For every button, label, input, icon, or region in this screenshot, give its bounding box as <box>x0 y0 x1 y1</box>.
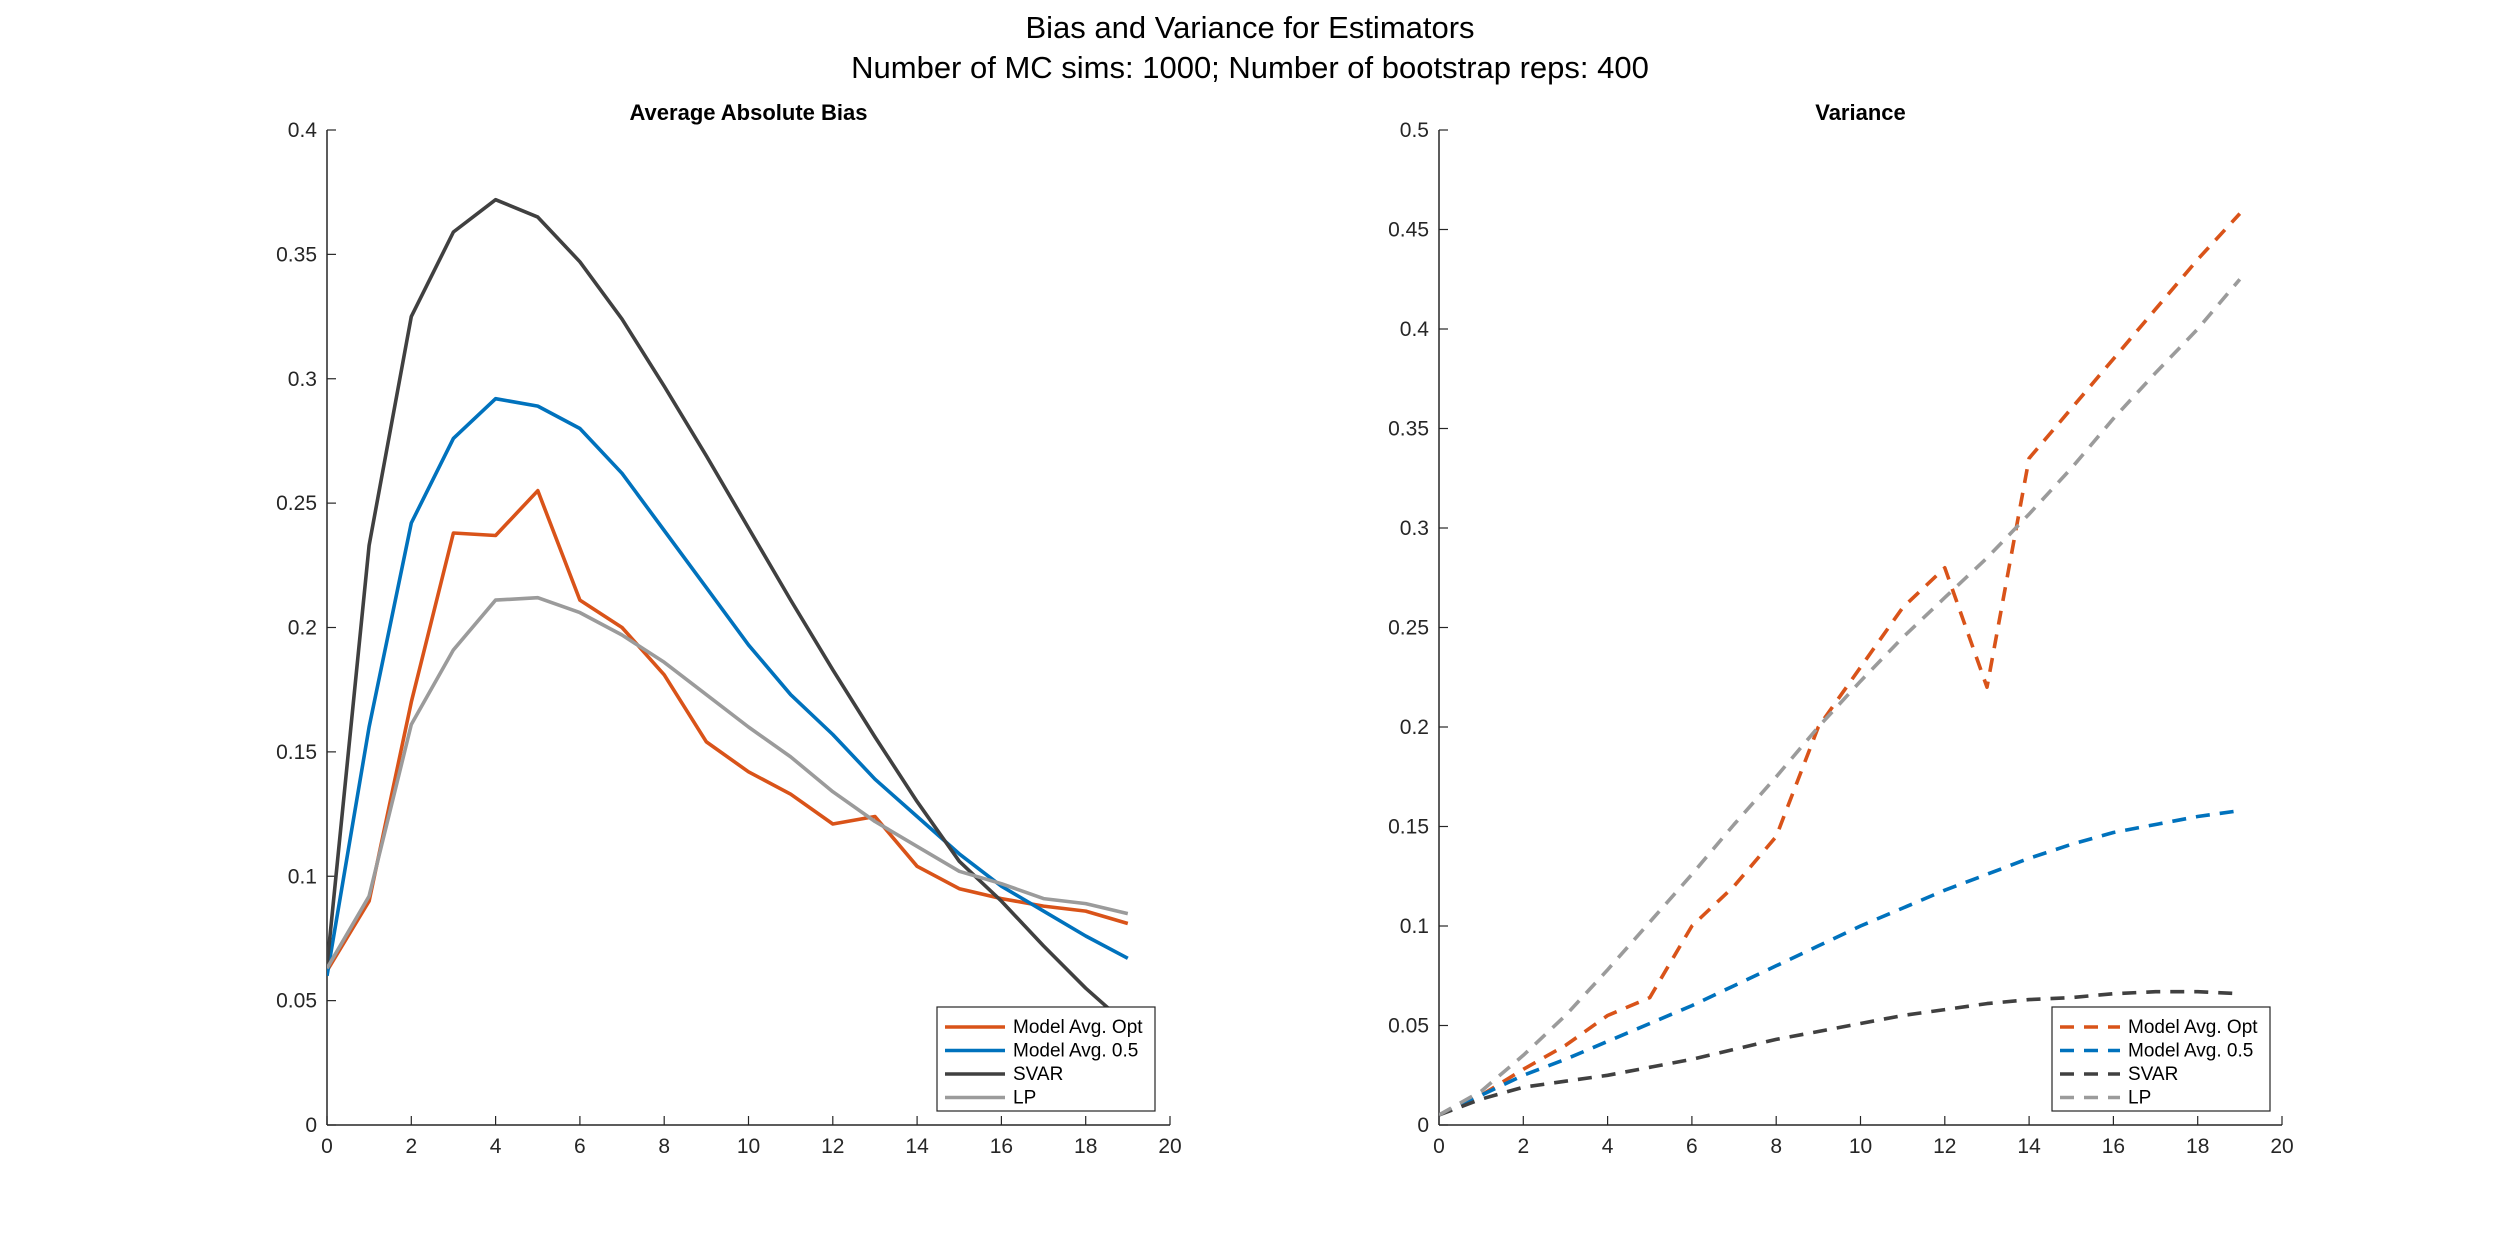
figure-subtitle: Number of MC sims: 1000; Number of boots… <box>851 50 1649 85</box>
legend-label: LP <box>1013 1088 1036 1109</box>
variance-panel: Variance 0 0.05 0.1 0.15 0.2 0.25 0.3 0.35 0.4 0.4… <box>1388 100 2294 1158</box>
y-tick-label: 0.2 <box>1400 716 1429 739</box>
legend-label: SVAR <box>2128 1064 2178 1085</box>
x-tick-label: 4 <box>1602 1135 1614 1158</box>
y-tick-label: 0.3 <box>1400 517 1429 540</box>
series-line-svar <box>327 197 1129 1027</box>
x-tick-label: 0 <box>1433 1135 1445 1158</box>
x-tick-label: 10 <box>737 1135 760 1158</box>
x-tick-label: 2 <box>405 1135 417 1158</box>
x-tick-label: 16 <box>990 1135 1013 1158</box>
series-line-model-avg-opt <box>1439 212 2242 1117</box>
x-tick-label: 8 <box>1770 1135 1782 1158</box>
y-tick-label: 0.3 <box>288 368 317 391</box>
x-tick-label: 14 <box>2017 1135 2041 1158</box>
y-tick-label: 0.1 <box>1400 915 1429 938</box>
bias-panel: Average Absolute Bias 0 0.05 0.1 0.15 0.2 0.25… <box>276 100 1182 1158</box>
y-tick-label: 0.35 <box>276 243 317 266</box>
series-line-lp <box>1439 278 2242 1117</box>
x-tick-label: 0 <box>321 1135 333 1158</box>
x-tick-label: 12 <box>821 1135 844 1158</box>
series-line-svar <box>1439 989 2240 1117</box>
x-tick-label: 20 <box>2270 1135 2293 1158</box>
panel-title: Variance <box>1815 100 1906 125</box>
x-tick-label: 4 <box>490 1135 502 1158</box>
x-tick-label: 10 <box>1849 1135 1872 1158</box>
x-tick-label: 2 <box>1517 1135 1529 1158</box>
panel-title: Average Absolute Bias <box>629 100 867 125</box>
series-line-model-avg-0-5 <box>1439 808 2241 1117</box>
x-tick-label: 12 <box>1933 1135 1956 1158</box>
x-tick-label: 6 <box>1686 1135 1698 1158</box>
legend-label: Model Avg. 0.5 <box>2128 1041 2253 1062</box>
legend-label: Model Avg. Opt <box>2128 1017 2258 1038</box>
x-tick-label: 20 <box>1158 1135 1181 1158</box>
figure-title: Bias and Variance for Estimators <box>1025 10 1475 45</box>
y-tick-label: 0.05 <box>276 990 317 1013</box>
legend-label: LP <box>2128 1088 2151 1109</box>
series-line-lp <box>327 595 1129 970</box>
x-tick-label: 18 <box>1074 1135 1097 1158</box>
legend-label: Model Avg. 0.5 <box>1013 1041 1138 1062</box>
y-tick-label: 0.25 <box>1388 617 1429 640</box>
series-line-model-avg-opt <box>327 488 1129 972</box>
x-tick-label: 16 <box>2102 1135 2125 1158</box>
y-tick-label: 0.45 <box>1388 219 1429 242</box>
y-tick-label: 0 <box>305 1114 317 1137</box>
y-tick-label: 0.35 <box>1388 418 1429 441</box>
y-tick-label: 0.15 <box>276 741 317 764</box>
legend-box <box>936 1006 1156 1112</box>
y-tick-label: 0 <box>1417 1114 1429 1137</box>
legend-box <box>2051 1006 2271 1112</box>
y-tick-label: 0.4 <box>1400 318 1430 341</box>
x-tick-label: 8 <box>658 1135 670 1158</box>
x-tick-label: 18 <box>2186 1135 2209 1158</box>
legend-label: SVAR <box>1013 1064 1063 1085</box>
x-tick-label: 14 <box>905 1135 929 1158</box>
y-tick-label: 0.2 <box>288 617 317 640</box>
y-tick-label: 0.5 <box>1400 119 1429 142</box>
y-tick-label: 0.25 <box>276 492 317 515</box>
series-line-model-avg-0-5 <box>327 396 1129 977</box>
y-tick-label: 0.1 <box>288 865 317 888</box>
x-tick-label: 6 <box>574 1135 586 1158</box>
y-tick-label: 0.15 <box>1388 816 1429 839</box>
y-tick-label: 0.4 <box>288 119 318 142</box>
legend-label: Model Avg. Opt <box>1013 1017 1143 1038</box>
y-tick-label: 0.05 <box>1388 1015 1429 1038</box>
